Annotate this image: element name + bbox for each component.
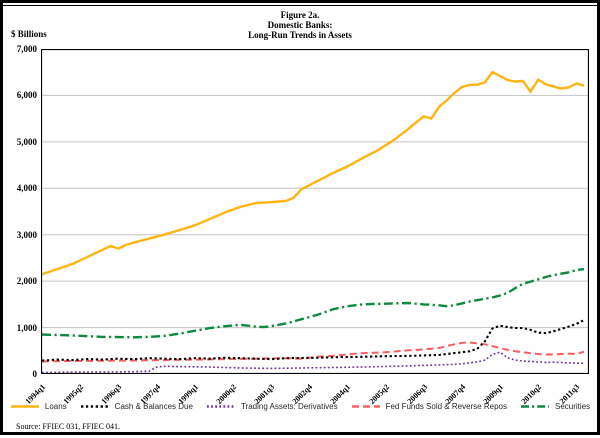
y-tick-label: 5,000 (16, 136, 37, 147)
y-tick-label: 6,000 (16, 90, 37, 101)
legend-swatch-cash-icon (80, 405, 109, 408)
legend-item-trading: Trading Assets: Derivatives (206, 402, 338, 411)
legend-label-loans: Loans (44, 402, 67, 411)
plot-border (41, 49, 589, 374)
legend-label-trading: Trading Assets: Derivatives (240, 402, 338, 411)
chart-title: Figure 2a. Domestic Banks: Long-Run Tren… (3, 10, 597, 40)
legend-item-cash: Cash & Balances Due (80, 402, 193, 411)
series-line-loans (41, 70, 585, 276)
legend-swatch-fedfunds-icon (351, 405, 380, 408)
series-line-securities (41, 267, 585, 339)
series-line-cash (41, 319, 585, 362)
title-subject: Domestic Banks: (267, 20, 333, 30)
legend-label-securities: Securities (554, 402, 591, 411)
y-tick-label: 4,000 (16, 183, 37, 194)
legend-label-cash: Cash & Balances Due (114, 402, 193, 411)
legend-swatch-securities-icon (520, 405, 549, 408)
y-tick-label: 7,000 (16, 44, 37, 54)
legend-swatch-loans-icon (10, 405, 39, 408)
series-line-fedfunds (41, 341, 585, 363)
legend-item-securities: Securities (520, 402, 590, 411)
legend: Loans Cash & Balances Due Trading Assets… (7, 402, 593, 411)
series-line-trading (41, 351, 585, 374)
plot-area (41, 49, 589, 374)
y-tick-label: 3,000 (16, 229, 37, 240)
legend-label-fedfunds: Fed Funds Sold & Reverse Repos (385, 402, 507, 411)
title-figure-number: Figure 2a. (280, 10, 320, 20)
legend-item-fedfunds: Fed Funds Sold & Reverse Repos (351, 402, 507, 411)
top-divider-line (3, 5, 597, 6)
title-description: Long-Run Trends in Assets (248, 30, 352, 40)
legend-swatch-trading-icon (206, 405, 235, 408)
source-note: Source: FFIEC 031, FFIEC 041. (16, 422, 121, 431)
y-axis-unit-label: $ Billions (11, 29, 47, 39)
y-tick-label: 2,000 (16, 276, 37, 287)
y-tick-label: 1,000 (16, 322, 37, 333)
y-tick-label: 0 (32, 369, 38, 379)
legend-item-loans: Loans (10, 402, 67, 411)
